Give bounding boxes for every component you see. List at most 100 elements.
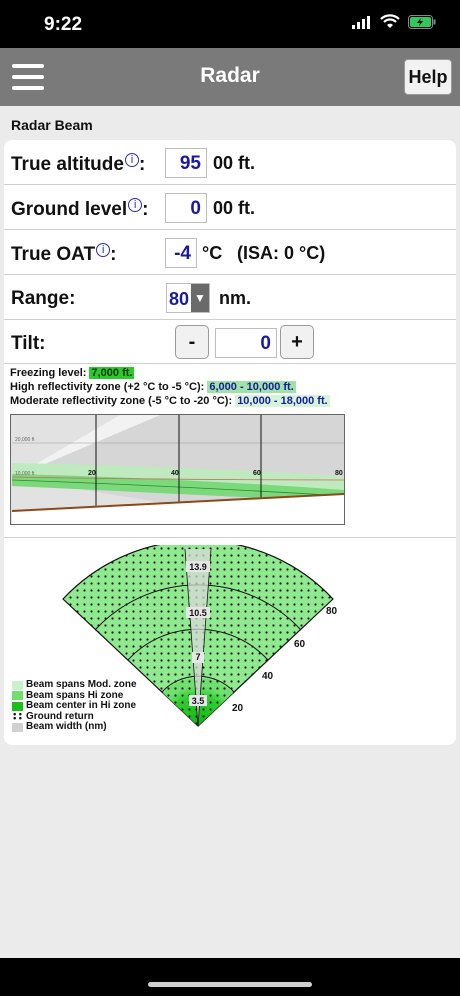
hamburger-icon (12, 64, 44, 68)
tilt-decrement-button[interactable]: - (175, 325, 209, 359)
ground-label-text: Ground level (11, 199, 128, 220)
oat-label: True OAT i: (11, 243, 116, 266)
beam-top-edge (12, 415, 160, 478)
isa-text: (ISA: 0 °C) (237, 243, 326, 263)
range-label-80: 80 (326, 606, 338, 617)
legend-item: Beam width (nm) (12, 721, 137, 733)
help-button[interactable]: Help (404, 59, 452, 95)
ground-label: Ground level i: (11, 198, 148, 221)
range-label-40: 40 (262, 671, 274, 682)
home-indicator[interactable] (148, 982, 312, 987)
hamburger-line (12, 86, 44, 90)
high-line: High reflectivity zone (+2 °C to -5 °C):… (10, 380, 330, 394)
status-icons (352, 14, 436, 29)
below-ground-area (12, 494, 344, 524)
legend-label: Ground return (26, 710, 94, 722)
dropdown-arrow-icon: ▼ (191, 284, 209, 312)
nav-bar: Radar Help (0, 48, 460, 106)
battery-icon (408, 14, 436, 29)
row-oat: True OAT i: -4 °C (ISA: 0 °C) (4, 230, 456, 275)
freezing-value: 7,000 ft. (89, 367, 135, 379)
ground-unit: 00 ft. (213, 198, 256, 218)
range-label-20: 20 (232, 703, 244, 714)
legend-item: • • • • Ground return (12, 709, 137, 724)
legend-swatch (12, 701, 23, 711)
width-label-box (186, 561, 210, 572)
menu-button[interactable] (12, 64, 44, 90)
alt-label-20000: 20,000 ft (15, 437, 35, 443)
beam-width-20: 3.5 (192, 696, 205, 706)
legend-item: Beam center in Hi zone (12, 700, 137, 712)
range-unit: nm. (219, 288, 252, 308)
high-label: High reflectivity zone (+2 °C to -5 °C): (10, 381, 205, 393)
legend-label: Beam spans Hi zone (26, 689, 124, 701)
beam-width-80: 13.9 (189, 562, 207, 572)
ground-return-swatch-icon: • • • • (13, 709, 22, 724)
altitude-label-text: True altitude (11, 154, 124, 175)
width-label-box (189, 695, 207, 706)
alt-label-10000: 10,000 ft (15, 471, 35, 477)
status-time: 9:22 (44, 14, 83, 35)
altitude-input[interactable]: 95 (165, 148, 207, 178)
info-icon[interactable]: i (124, 153, 139, 167)
freezing-line: Freezing level: 7,000 ft. (10, 366, 330, 380)
tick-20: 20 (88, 470, 96, 477)
legend-label: Beam spans Mod. zone (26, 679, 137, 690)
home-bar-area (0, 958, 460, 996)
legend-label: Beam center in Hi zone (26, 700, 137, 711)
legend-swatch (12, 680, 23, 690)
colon: : (142, 199, 149, 220)
range-select[interactable]: 80 ▼ (166, 283, 210, 313)
mod-label: Moderate reflectivity zone (-5 °C to -20… (10, 395, 233, 407)
range-label: Range: (11, 288, 76, 309)
mod-value: 10,000 - 18,000 ft. (235, 395, 330, 407)
width-label-box (192, 652, 204, 663)
row-ground-level: Ground level i: 0 00 ft. (4, 185, 456, 230)
reflectivity-info: Freezing level: 7,000 ft. High reflectiv… (10, 366, 330, 408)
legend-label: Beam width (nm) (26, 721, 107, 732)
tilt-input[interactable]: 0 (215, 328, 277, 358)
beam-profile-diagram: 20,000 ft 10,000 ft 20 40 60 80 (10, 414, 345, 525)
divider (4, 537, 456, 538)
legend-item: Beam spans Mod. zone (12, 679, 137, 691)
oat-label-text: True OAT (11, 244, 96, 265)
info-icon[interactable]: i (96, 243, 111, 257)
legend-swatch (12, 691, 23, 701)
beam-width-40: 7 (195, 652, 200, 662)
row-altitude: True altitude i: 95 00 ft. (4, 140, 456, 185)
mod-line: Moderate reflectivity zone (-5 °C to -20… (10, 394, 330, 408)
tilt-label: Tilt: (11, 333, 46, 354)
altitude-unit: 00 ft. (213, 153, 256, 173)
hamburger-line (12, 75, 44, 79)
wifi-icon (380, 14, 400, 28)
range-label-60: 60 (294, 639, 306, 650)
ground-line (11, 493, 345, 512)
colon: : (110, 244, 117, 265)
signal-icon (352, 15, 370, 29)
info-icon[interactable]: i (128, 198, 143, 212)
page-title: Radar (200, 64, 260, 87)
legend-item: Beam spans Hi zone (12, 689, 137, 702)
status-bar: 9:22 (0, 0, 460, 48)
freezing-label: Freezing level: (10, 367, 87, 379)
radar-legend: Beam spans Mod. zone Beam spans Hi zone … (12, 679, 137, 733)
range-value: 80 (169, 289, 190, 309)
ground-input[interactable]: 0 (165, 193, 207, 223)
colon: : (138, 154, 146, 175)
beam-width-wedge (185, 549, 211, 726)
altitude-label: True altitude i: (11, 153, 145, 176)
radar-plan-view: 3.5 7 10.5 13.9 20 40 60 80 (62, 545, 338, 727)
high-value: 6,000 - 10,000 ft. (207, 381, 296, 393)
radar-card: True altitude i: 95 00 ft. Ground level i:… (4, 140, 456, 745)
beam-width-60: 10.5 (189, 608, 207, 618)
oat-input[interactable]: -4 (165, 238, 197, 268)
section-label: Radar Beam (11, 117, 93, 133)
row-range: Range: 80 ▼ nm. (4, 275, 456, 320)
tilt-increment-button[interactable]: + (280, 325, 314, 359)
oat-unit: °C (202, 243, 223, 263)
tick-40: 40 (171, 470, 179, 477)
legend-swatch (12, 722, 23, 732)
tick-80: 80 (335, 470, 343, 477)
tick-60: 60 (253, 470, 261, 477)
width-label-box (186, 607, 210, 618)
